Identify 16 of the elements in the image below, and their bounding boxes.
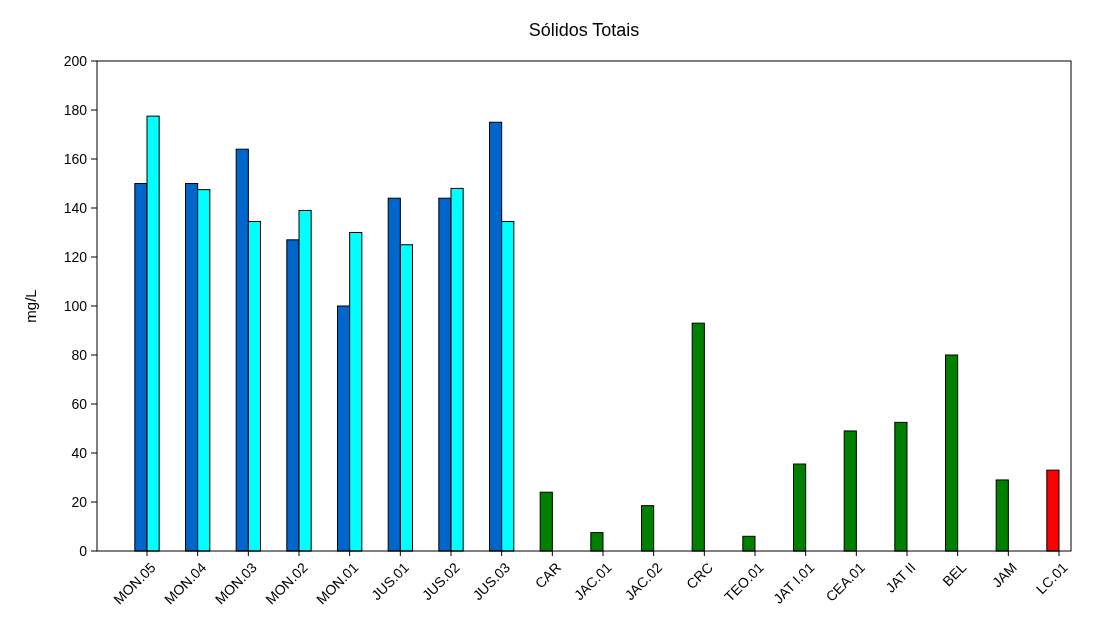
y-tick-label: 120: [63, 248, 88, 265]
y-axis-title: mg/L: [22, 289, 39, 323]
y-tick-label: 20: [71, 493, 88, 510]
x-tick-label: JAT I.01: [769, 559, 818, 607]
y-tick-label: 80: [71, 346, 88, 363]
y-tick-label: 180: [63, 101, 88, 118]
chart-title: Sólidos Totais: [528, 20, 640, 40]
y-tick-label: 60: [71, 395, 88, 412]
y-tick-label: 0: [79, 542, 88, 559]
x-tick-label: JAT II: [882, 559, 919, 596]
y-tick-label: 140: [63, 199, 88, 216]
x-tick-label: BEL: [939, 559, 970, 590]
y-tick-label: 200: [63, 52, 88, 69]
y-tick-label: 40: [71, 444, 88, 461]
y-tick-label: 100: [63, 297, 88, 314]
y-tick-label: 160: [63, 150, 88, 167]
